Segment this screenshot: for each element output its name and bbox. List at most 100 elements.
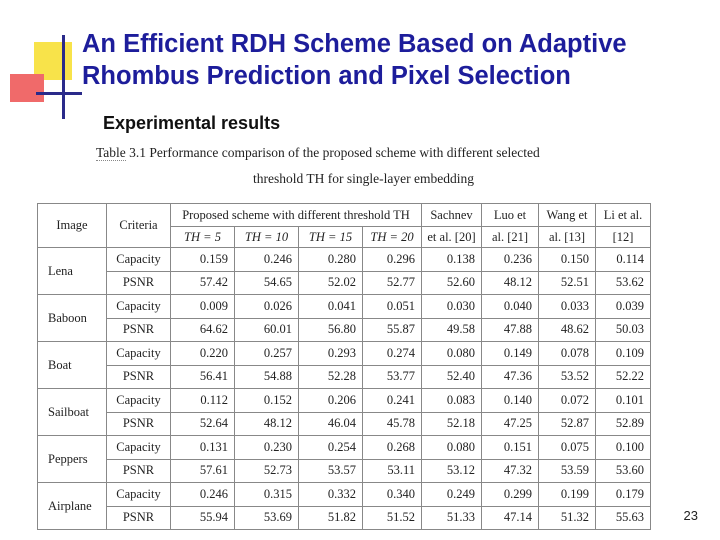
value-cell: 0.009 [170, 294, 235, 319]
value-cell: 51.32 [538, 505, 596, 530]
header-wang-ref: al. [13] [538, 226, 596, 248]
value-cell: 0.083 [421, 388, 482, 413]
decor-vertical-line [62, 35, 65, 119]
value-cell: 48.62 [538, 317, 596, 342]
slide-title-line-2: Rhombus Prediction and Pixel Selection [82, 62, 571, 90]
value-cell: 0.159 [170, 247, 235, 272]
value-cell: 0.112 [170, 388, 235, 413]
value-cell: 0.199 [538, 482, 596, 507]
value-cell: 0.080 [421, 341, 482, 366]
performance-table: Image Criteria Proposed scheme with diff… [37, 203, 651, 530]
value-cell: 53.60 [595, 458, 651, 483]
table-row: Boat Capacity 0.220 0.257 0.293 0.274 0.080 0.1… [37, 341, 651, 389]
value-cell: 0.033 [538, 294, 596, 319]
value-cell: 51.82 [298, 505, 363, 530]
header-proposed-scheme: Proposed scheme with different threshold… [170, 203, 422, 227]
table-row: PSNR 57.61 52.73 53.57 53.11 53.12 47.32 53.59 5… [38, 458, 651, 483]
table-row: PSNR 57.42 54.65 52.02 52.77 52.60 48.12 52.51 5… [38, 270, 651, 295]
value-cell: 55.94 [170, 505, 235, 530]
value-cell: 0.026 [234, 294, 299, 319]
value-cell: 52.60 [421, 270, 482, 295]
criteria-cell: PSNR [106, 458, 171, 483]
value-cell: 48.12 [234, 411, 299, 436]
header-image: Image [37, 203, 107, 248]
value-cell: 0.151 [481, 435, 539, 460]
value-cell: 56.80 [298, 317, 363, 342]
value-cell: 0.040 [481, 294, 539, 319]
value-cell: 0.257 [234, 341, 299, 366]
value-cell: 52.40 [421, 364, 482, 389]
table-row: PSNR 64.62 60.01 56.80 55.87 49.58 47.88 48.62 5… [38, 317, 651, 342]
value-cell: 53.57 [298, 458, 363, 483]
criteria-cell: Capacity [106, 482, 171, 507]
header-li-ref: [12] [595, 226, 651, 248]
header-th-20: TH = 20 [362, 226, 422, 248]
value-cell: 47.25 [481, 411, 539, 436]
value-cell: 0.078 [538, 341, 596, 366]
value-cell: 47.32 [481, 458, 539, 483]
value-cell: 0.030 [421, 294, 482, 319]
value-cell: 0.101 [595, 388, 651, 413]
value-cell: 45.78 [362, 411, 422, 436]
value-cell: 52.73 [234, 458, 299, 483]
value-cell: 53.77 [362, 364, 422, 389]
table-header: Image Criteria Proposed scheme with diff… [37, 203, 651, 248]
value-cell: 0.220 [170, 341, 235, 366]
value-cell: 53.59 [538, 458, 596, 483]
value-cell: 0.138 [421, 247, 482, 272]
value-cell: 0.254 [298, 435, 363, 460]
image-name-cell: Airplane [37, 482, 107, 530]
value-cell: 52.77 [362, 270, 422, 295]
table-row: PSNR 52.64 48.12 46.04 45.78 52.18 47.25 52.87 5… [38, 411, 651, 436]
header-th-5: TH = 5 [170, 226, 235, 248]
value-cell: 0.274 [362, 341, 422, 366]
value-cell: 0.039 [595, 294, 651, 319]
value-cell: 0.230 [234, 435, 299, 460]
value-cell: 53.62 [595, 270, 651, 295]
criteria-cell: PSNR [106, 411, 171, 436]
value-cell: 52.22 [595, 364, 651, 389]
value-cell: 47.14 [481, 505, 539, 530]
value-cell: 0.075 [538, 435, 596, 460]
criteria-cell: PSNR [106, 364, 171, 389]
table-row: Sailboat Capacity 0.112 0.152 0.206 0.241 0.08… [37, 388, 651, 436]
value-cell: 0.150 [538, 247, 596, 272]
value-cell: 54.65 [234, 270, 299, 295]
value-cell: 0.249 [421, 482, 482, 507]
value-cell: 52.18 [421, 411, 482, 436]
value-cell: 0.293 [298, 341, 363, 366]
value-cell: 0.296 [362, 247, 422, 272]
table-body: Lena Capacity 0.159 0.246 0.280 0.296 0.138 0.2… [37, 247, 651, 530]
criteria-cell: Capacity [106, 247, 171, 272]
table-row: Airplane Capacity 0.246 0.315 0.332 0.340 0.24… [37, 482, 651, 530]
image-name-cell: Peppers [37, 435, 107, 483]
value-cell: 53.11 [362, 458, 422, 483]
value-cell: 48.12 [481, 270, 539, 295]
value-cell: 53.69 [234, 505, 299, 530]
value-cell: 47.36 [481, 364, 539, 389]
value-cell: 60.01 [234, 317, 299, 342]
header-th-10: TH = 10 [234, 226, 299, 248]
value-cell: 0.114 [595, 247, 651, 272]
value-cell: 51.33 [421, 505, 482, 530]
criteria-cell: PSNR [106, 270, 171, 295]
table-caption: Table 3.1 Performance comparison of the … [96, 145, 636, 187]
value-cell: 0.131 [170, 435, 235, 460]
value-cell: 52.02 [298, 270, 363, 295]
image-name-cell: Baboon [37, 294, 107, 342]
image-name-cell: Sailboat [37, 388, 107, 436]
criteria-cell: PSNR [106, 317, 171, 342]
table-row: PSNR 56.41 54.88 52.28 53.77 52.40 47.36 53.52 5… [38, 364, 651, 389]
value-cell: 0.236 [481, 247, 539, 272]
criteria-cell: Capacity [106, 341, 171, 366]
value-cell: 47.88 [481, 317, 539, 342]
value-cell: 0.149 [481, 341, 539, 366]
value-cell: 0.268 [362, 435, 422, 460]
decor-yellow-square [34, 42, 72, 80]
value-cell: 0.152 [234, 388, 299, 413]
value-cell: 0.140 [481, 388, 539, 413]
caption-line-2: threshold TH for single-layer embedding [253, 171, 474, 186]
header-sachnev-ref: et al. [20] [421, 226, 482, 248]
header-wang: Wang et [538, 203, 596, 227]
value-cell: 0.206 [298, 388, 363, 413]
